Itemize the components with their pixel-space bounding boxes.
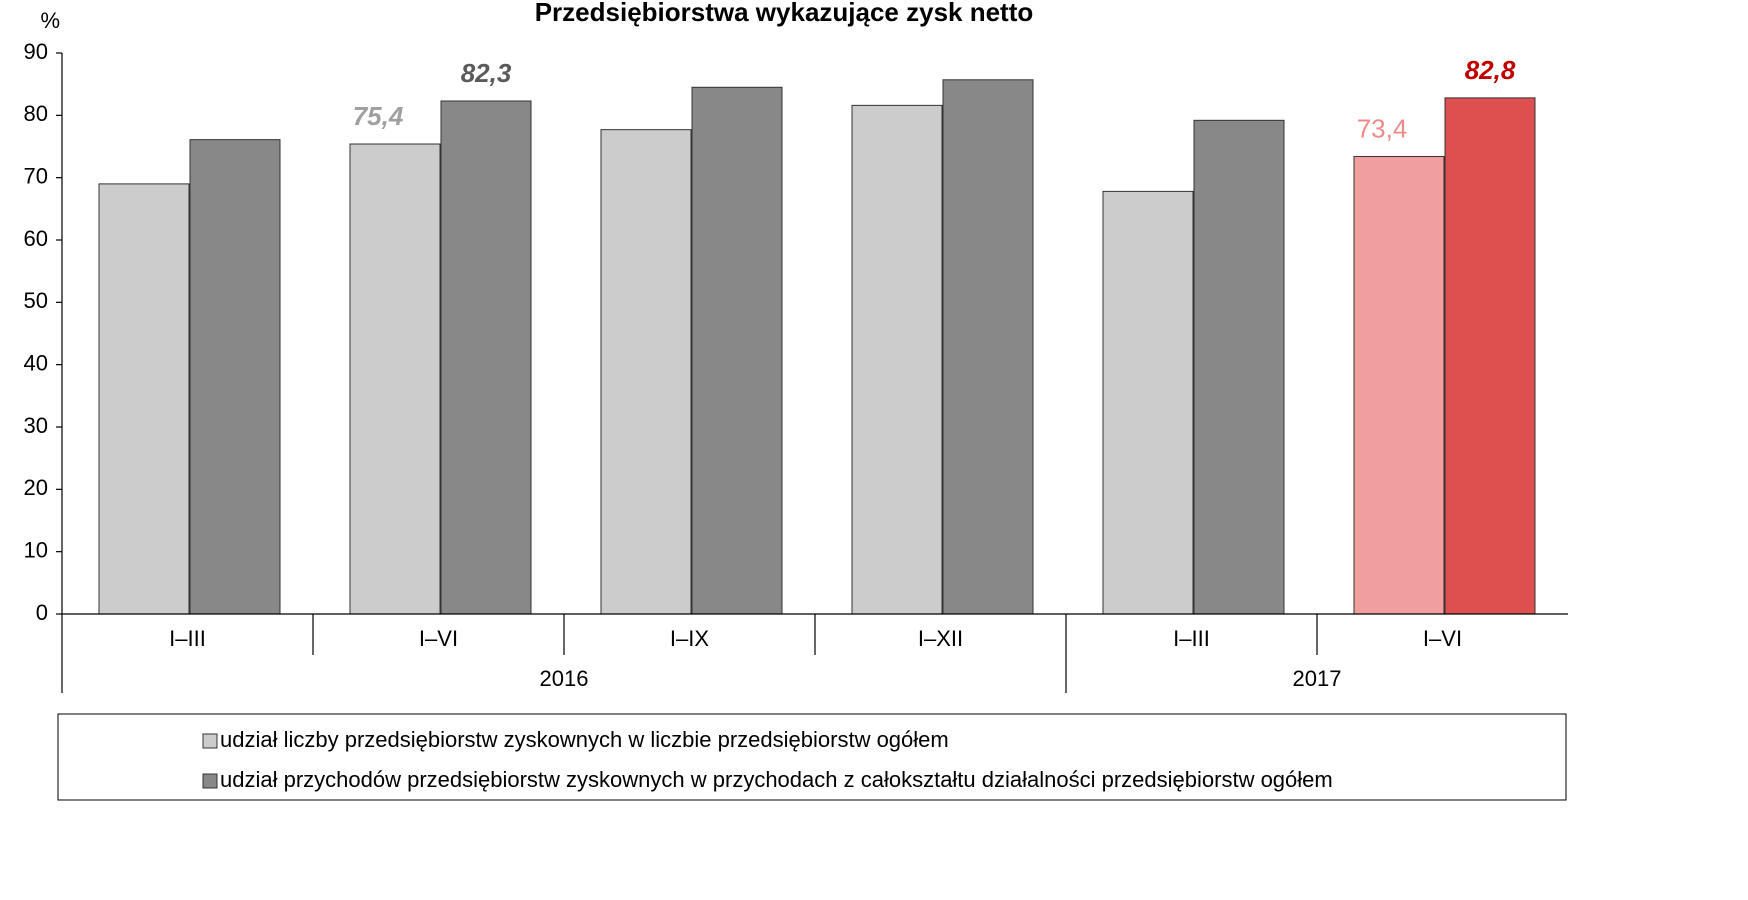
y-tick-label: 0	[36, 600, 48, 625]
legend-label: udział liczby przedsiębiorstw zyskownych…	[220, 727, 949, 752]
x-tick-label: I–IX	[670, 626, 709, 651]
bar	[942, 79, 1034, 615]
y-tick-label: 10	[24, 537, 48, 562]
y-tick-label: 60	[24, 226, 48, 251]
bar	[189, 139, 281, 615]
bar	[1193, 119, 1285, 615]
chart-title: Przedsiębiorstwa wykazujące zysk netto	[535, 0, 1034, 27]
x-tick-label: I–VI	[1423, 626, 1462, 651]
y-tick-label: 90	[24, 39, 48, 64]
bar	[440, 100, 532, 615]
legend-label: udział przychodów przedsiębiorstw zyskow…	[220, 767, 1333, 792]
legend-swatch	[202, 733, 218, 749]
value-label: 82,3	[461, 58, 512, 88]
y-tick-label: 20	[24, 475, 48, 500]
bar	[600, 129, 692, 615]
group-label: 2017	[1293, 666, 1342, 691]
x-tick-label: I–XII	[918, 626, 963, 651]
y-unit: %	[40, 8, 60, 33]
legend-box	[57, 713, 1567, 801]
bar	[1444, 97, 1536, 615]
value-label: 82,8	[1465, 55, 1516, 85]
y-tick-label: 50	[24, 288, 48, 313]
x-tick-label: I–III	[169, 626, 206, 651]
y-tick-label: 80	[24, 101, 48, 126]
value-label: 75,4	[353, 101, 404, 131]
bar	[851, 104, 943, 615]
value-label: 73,4	[1357, 113, 1408, 143]
x-tick-label: I–VI	[419, 626, 458, 651]
bar	[1102, 190, 1194, 615]
bar	[1353, 155, 1445, 615]
y-tick-label: 70	[24, 163, 48, 188]
bar	[349, 143, 441, 615]
y-tick-label: 30	[24, 413, 48, 438]
group-label: 2016	[540, 666, 589, 691]
x-tick-label: I–III	[1173, 626, 1210, 651]
bar	[98, 183, 190, 615]
legend-swatch	[202, 773, 218, 789]
y-tick-label: 40	[24, 350, 48, 375]
bar	[691, 86, 783, 615]
